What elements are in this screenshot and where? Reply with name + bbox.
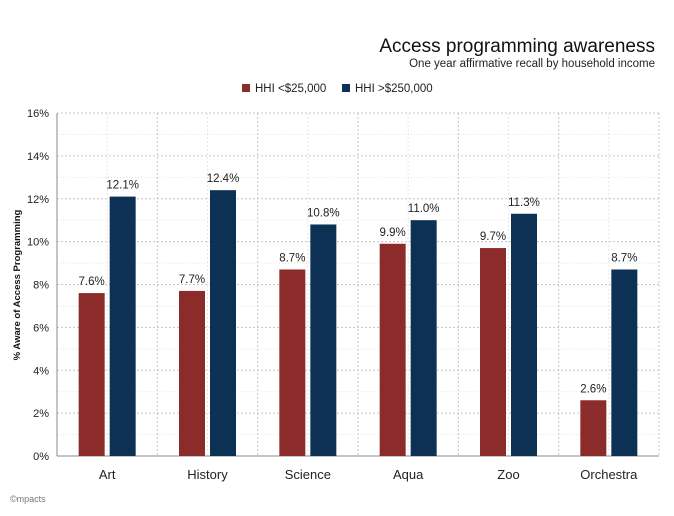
bar-high-income	[410, 220, 437, 456]
bar-value-label: 7.6%	[79, 276, 105, 288]
bar-low-income	[78, 293, 105, 456]
bar-low-income	[580, 400, 607, 456]
x-tick-label: Art	[99, 467, 116, 482]
bars	[78, 190, 638, 457]
bar-value-label: 12.1%	[106, 180, 139, 192]
bar-high-income	[611, 269, 638, 456]
bar-value-label: 11.0%	[408, 203, 440, 215]
y-tick-label: 16%	[27, 108, 49, 120]
bar-low-income	[279, 269, 306, 456]
bar-value-label: 9.7%	[480, 231, 506, 243]
y-tick-label: 8%	[33, 280, 49, 292]
legend: HHI <$25,000 HHI >$250,000	[242, 83, 433, 95]
x-axis-categories: Art History Science Aqua Zoo Orchestra	[99, 467, 638, 482]
y-tick-label: 12%	[27, 194, 49, 206]
bar-value-label: 8.7%	[611, 252, 637, 264]
bar-high-income	[210, 190, 236, 457]
y-axis-ticks: 0% 2% 4% 6% 8% 10% 12% 14% 16%	[27, 108, 49, 463]
bar-value-label: 11.3%	[508, 197, 540, 209]
legend-label: HHI >$250,000	[355, 83, 433, 95]
y-tick-label: 10%	[27, 237, 49, 249]
bar-value-label: 12.4%	[207, 173, 240, 185]
legend-label: HHI <$25,000	[255, 83, 326, 95]
bar-low-income	[179, 290, 205, 456]
bar-value-label: 2.6%	[580, 383, 606, 395]
bar-value-label: 7.7%	[179, 274, 205, 286]
legend-swatch	[242, 84, 250, 92]
y-tick-label: 14%	[27, 151, 49, 163]
bar-value-label: 8.7%	[279, 252, 305, 264]
x-tick-label: Science	[285, 467, 331, 482]
x-tick-label: History	[187, 467, 228, 482]
bar-low-income	[480, 248, 506, 456]
bar-value-label: 9.9%	[380, 227, 406, 239]
y-tick-label: 6%	[33, 322, 49, 334]
impacts-logo: ©mpacts	[10, 494, 46, 504]
bar-value-label: 10.8%	[307, 207, 340, 219]
legend-swatch	[342, 84, 350, 92]
x-tick-label: Orchestra	[580, 467, 638, 482]
gridlines	[56, 112, 660, 457]
chart-subtitle: One year affirmative recall by household…	[409, 58, 655, 70]
bar-low-income	[379, 243, 406, 456]
chart-title: Access programming awareness	[379, 36, 655, 57]
bar-high-income	[310, 224, 337, 456]
bar-high-income	[511, 213, 537, 456]
data-labels: 7.6% 7.7% 8.7% 9.9% 9.7% 2.6% 12.1% 12.4% 10.8% 1…	[79, 173, 638, 395]
y-tick-label: 0%	[33, 451, 49, 463]
y-tick-label: 2%	[33, 408, 49, 420]
x-tick-label: Aqua	[393, 467, 424, 482]
bar-high-income	[109, 196, 136, 456]
y-axis-label: % Aware of Access Programming	[12, 209, 23, 360]
y-tick-label: 4%	[33, 365, 49, 377]
x-tick-label: Zoo	[497, 467, 519, 482]
